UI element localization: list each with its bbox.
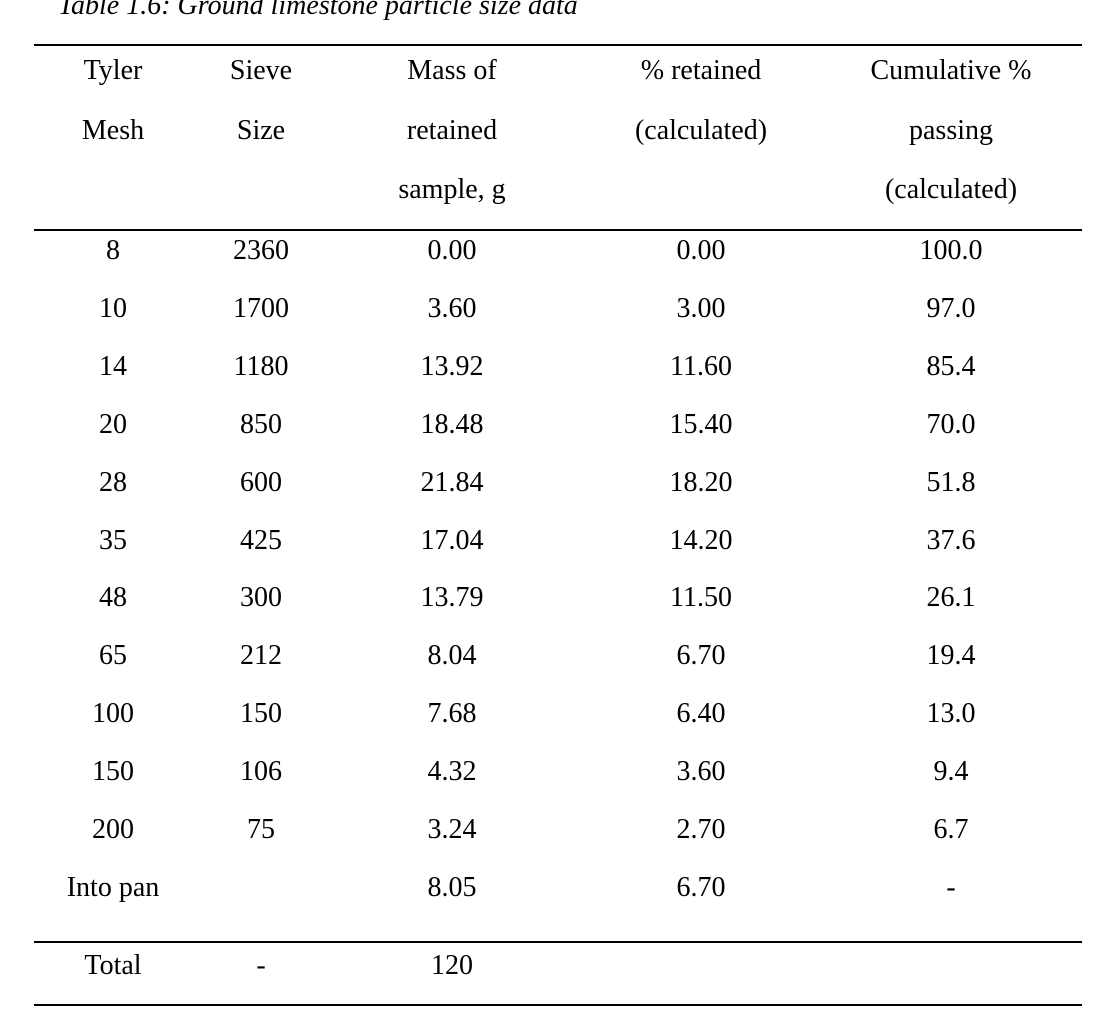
table-cell: 150 [92,756,134,787]
table-cell: 28 [99,467,127,498]
table-cell: - [946,872,956,903]
table-cell: 8.04 [427,640,477,671]
table-cell: 18.20 [669,467,733,498]
table-cell: 19.4 [926,640,976,671]
header-cell: passing [909,115,993,146]
table-cell: 14.20 [669,525,733,556]
table-cell: 14 [99,351,127,382]
table-cell: 2.70 [676,814,726,845]
table-cell: 35 [99,525,127,556]
table-cell: 21.84 [420,467,484,498]
table-cell: 75 [247,814,275,845]
table-cell: 6.70 [676,872,726,903]
table-cell: 3.24 [427,814,477,845]
table-cell: 11.50 [670,582,732,613]
header-cell: Mass of [407,55,497,86]
table-cell: 70.0 [926,409,976,440]
table-top-rule [34,44,1082,46]
table-cell: 106 [240,756,282,787]
header-cell: Mesh [81,115,145,146]
table-cell: 26.1 [926,582,976,613]
table-cell: 7.68 [427,698,477,729]
table-cell: 11.60 [670,351,732,382]
table-cell: 9.4 [933,756,969,787]
table-cell: 3.00 [676,293,726,324]
table-cell: 200 [92,814,134,845]
header-cell: % retained [640,55,762,86]
table-cell: 425 [240,525,282,556]
table-cell: 13.92 [420,351,484,382]
table-cell: 0.00 [676,235,726,266]
table-cell: 600 [240,467,282,498]
table-cell: 300 [240,582,282,613]
total-cell: - [256,950,266,981]
table-cell: 6.40 [676,698,726,729]
table-cell: 10 [99,293,127,324]
header-cell: (calculated) [634,115,768,146]
table-cell: 1700 [233,293,289,324]
table-cell: 2360 [233,235,289,266]
table-cell: 850 [240,409,282,440]
header-cell: Cumulative % [870,55,1032,86]
table-cell: 212 [240,640,282,671]
total-cell: 120 [431,950,473,981]
table-cell: 51.8 [926,467,976,498]
table-cell: 13.0 [926,698,976,729]
table-cell: 100.0 [919,235,983,266]
table-cell: 85.4 [926,351,976,382]
table-cell: 3.60 [676,756,726,787]
table-cell: 100 [92,698,134,729]
table-cell: 13.79 [420,582,484,613]
table-cell: 1180 [233,351,289,382]
table-cell: 20 [99,409,127,440]
header-bottom-rule [34,229,1082,231]
table-cell: 6.70 [676,640,726,671]
table-cell: Into pan [66,872,160,903]
table-cell: 8 [106,235,120,266]
table-cell: 15.40 [669,409,733,440]
table-cell: 37.6 [926,525,976,556]
table-cell: 48 [99,582,127,613]
table-cell: 97.0 [926,293,976,324]
table-cell: 17.04 [420,525,484,556]
table-cell: 4.32 [427,756,477,787]
table-cell: 65 [99,640,127,671]
table-cell: 0.00 [427,235,477,266]
header-cell: Tyler [83,55,143,86]
table-cell: 18.48 [420,409,484,440]
header-cell: sample, g [398,174,506,205]
table-cell: 150 [240,698,282,729]
header-cell: retained [406,115,498,146]
table-cell: 6.7 [933,814,969,845]
table-caption: Table 1.6: Ground limestone particle siz… [58,0,578,21]
table-cell: 3.60 [427,293,477,324]
table-cell: 8.05 [427,872,477,903]
header-cell: Size [236,115,286,146]
total-cell: Total [84,950,142,981]
header-cell: (calculated) [884,174,1018,205]
total-top-rule [34,941,1082,943]
header-cell: Sieve [229,55,293,86]
table-bottom-rule [34,1004,1082,1006]
